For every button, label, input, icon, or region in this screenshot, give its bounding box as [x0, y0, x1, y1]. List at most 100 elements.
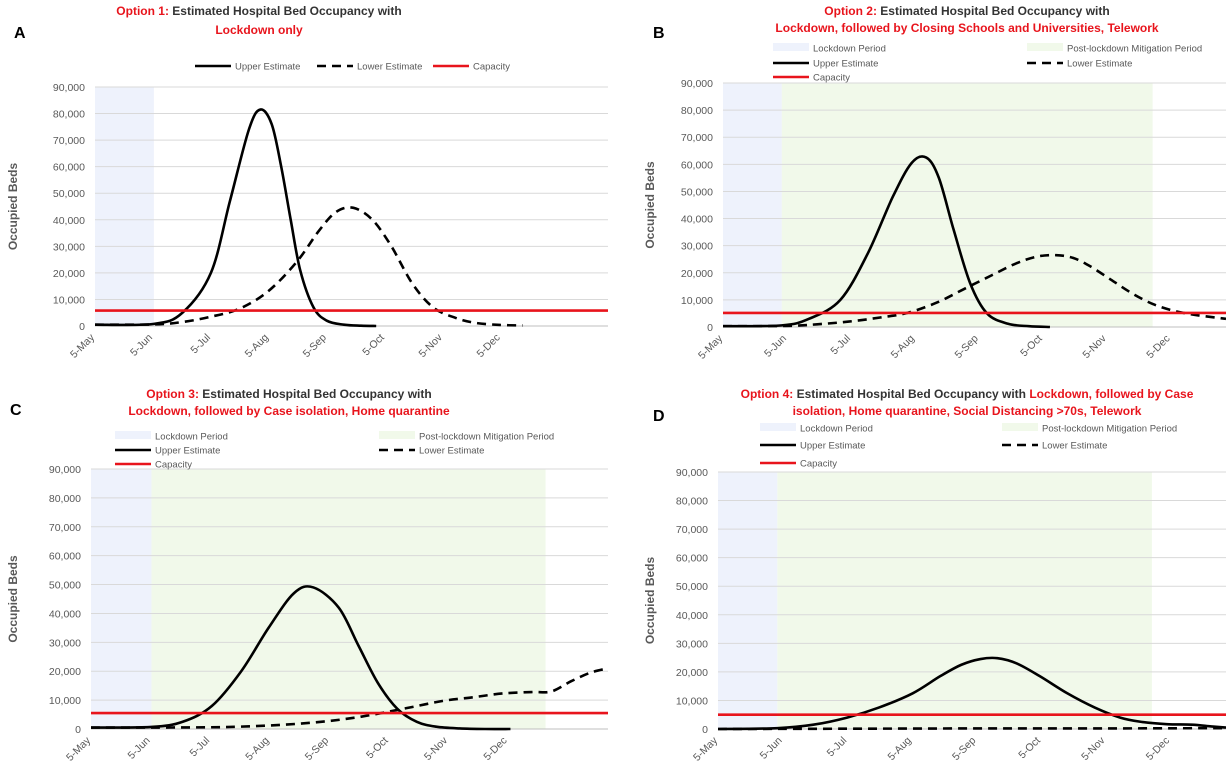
lockdown-period-band — [718, 472, 778, 729]
y-tick-label: 70,000 — [53, 135, 85, 147]
chart-title-segment: Estimated Hospital Bed Occupancy with — [877, 4, 1110, 18]
y-tick-label: 90,000 — [676, 467, 708, 479]
legend-lockdown-swatch — [115, 431, 151, 439]
y-tick-label: 20,000 — [681, 268, 713, 280]
lockdown-period-band — [95, 87, 154, 326]
y-tick-label: 10,000 — [676, 695, 708, 707]
panel-label: B — [653, 25, 665, 42]
x-tick-label: 5-Jul — [825, 735, 850, 760]
y-tick-label: 50,000 — [53, 188, 85, 200]
chart-svg: 0 10,000 20,000 30,000 40,000 50,000 60,000 70,… — [643, 4, 1226, 362]
y-tick-label: 50,000 — [49, 580, 81, 592]
x-tick-label: 5-Oct — [360, 332, 387, 359]
chart-title-segment: Estimated Hospital Bed Occupancy with — [169, 4, 402, 18]
x-tick-label: 5-May — [691, 734, 721, 764]
panel-label: A — [14, 25, 26, 42]
y-tick-label: 60,000 — [681, 159, 713, 171]
y-tick-label: 80,000 — [53, 109, 85, 121]
legend-label-lockdown: Lockdown Period — [800, 424, 873, 435]
legend-label-upper: Upper Estimate — [813, 59, 878, 70]
y-tick-label: 30,000 — [676, 638, 708, 650]
x-tick-label: 5-May — [68, 331, 98, 361]
y-axis-label: Occupied Beds — [643, 556, 657, 644]
legend-label-lockdown: Lockdown Period — [813, 44, 886, 55]
y-tick-label: 0 — [79, 321, 85, 333]
x-tick-label: 5-Nov — [1080, 332, 1109, 361]
legend-label-lockdown: Lockdown Period — [155, 432, 228, 443]
y-tick-label: 60,000 — [49, 551, 81, 563]
y-tick-label: 20,000 — [53, 268, 85, 280]
y-tick-label: 80,000 — [49, 493, 81, 505]
chart-title-segment: Option 1: — [116, 4, 169, 18]
chart-panel-a: 0 10,000 20,000 30,000 40,000 50,000 60,000 70,… — [0, 0, 613, 383]
x-tick-label: 5-Aug — [885, 735, 913, 763]
legend-mitigation-swatch — [1002, 423, 1038, 431]
legend-label-capacity: Capacity — [155, 460, 192, 471]
upper-estimate-line — [723, 155, 1051, 329]
chart-svg: 0 10,000 20,000 30,000 40,000 50,000 60,000 70,… — [643, 387, 1226, 764]
x-tick-label: 5-Jun — [758, 735, 785, 762]
lower-estimate-line — [95, 206, 523, 327]
y-tick-label: 50,000 — [676, 581, 708, 593]
legend-label-mitigation: Post-lockdown Mitigation Period — [1067, 44, 1202, 55]
y-tick-label: 30,000 — [681, 241, 713, 253]
y-tick-label: 60,000 — [53, 162, 85, 174]
y-tick-label: 20,000 — [49, 666, 81, 678]
chart-title-segment: Option 3: — [146, 387, 199, 401]
upper-estimate-line — [95, 108, 377, 328]
x-tick-label: 5-Jun — [126, 735, 153, 762]
legend-lockdown-swatch — [760, 423, 796, 431]
x-tick-label: 5-Oct — [1018, 333, 1045, 360]
chart-title-segment: Estimated Hospital Bed Occupancy with — [199, 387, 432, 401]
mitigation-period-band — [781, 83, 1153, 327]
chart-title-segment: isolation, Home quarantine, Social Dista… — [793, 404, 1142, 418]
mitigation-period-band — [151, 469, 546, 729]
chart-title-line: Lockdown, followed by Closing Schools an… — [775, 21, 1159, 35]
x-tick-label: 5-Nov — [417, 331, 446, 360]
chart-title-line: Option 2: Estimated Hospital Bed Occupan… — [824, 4, 1109, 18]
legend-label-mitigation: Post-lockdown Mitigation Period — [419, 432, 554, 443]
x-tick-label: 5-Sep — [301, 332, 329, 360]
lower-estimate-line — [723, 253, 1226, 328]
y-tick-label: 40,000 — [681, 214, 713, 226]
legend-mitigation-swatch — [379, 431, 415, 439]
x-tick-label: 5-Oct — [1016, 735, 1043, 762]
y-tick-label: 50,000 — [681, 186, 713, 198]
x-tick-label: 5-Oct — [364, 735, 391, 762]
y-tick-label: 90,000 — [49, 464, 81, 476]
legend-label-upper: Upper Estimate — [155, 446, 220, 457]
legend-label-lower: Lower Estimate — [1042, 441, 1107, 452]
x-tick-label: 5-Sep — [953, 333, 981, 361]
x-tick-label: 5-Jun — [762, 333, 789, 360]
y-tick-label: 10,000 — [53, 294, 85, 306]
y-tick-label: 40,000 — [49, 608, 81, 620]
y-tick-label: 30,000 — [49, 637, 81, 649]
chart-title-line: Option 3: Estimated Hospital Bed Occupan… — [146, 387, 431, 401]
y-tick-label: 0 — [702, 724, 708, 736]
chart-title-segment: Lockdown only — [215, 23, 303, 37]
lower-estimate-line — [718, 726, 1226, 731]
x-tick-label: 5-Jul — [188, 332, 213, 357]
y-tick-label: 80,000 — [681, 105, 713, 117]
chart-title-segment: Lockdown, followed by Closing Schools an… — [775, 21, 1159, 35]
x-tick-label: 5-Dec — [1144, 333, 1172, 361]
y-tick-label: 0 — [707, 322, 713, 334]
chart-svg: 0 10,000 20,000 30,000 40,000 50,000 60,000 70,… — [6, 4, 608, 361]
legend-label-lower: Lower Estimate — [419, 446, 484, 457]
y-tick-label: 30,000 — [53, 241, 85, 253]
chart-title-line: Lockdown only — [215, 23, 303, 37]
legend-label-capacity: Capacity — [473, 62, 510, 73]
y-tick-label: 0 — [75, 724, 81, 736]
x-tick-label: 5-Aug — [243, 332, 271, 360]
y-axis-label: Occupied Beds — [6, 162, 20, 250]
x-tick-label: 5-Jul — [188, 735, 213, 760]
legend-label-lower: Lower Estimate — [1067, 59, 1132, 70]
x-tick-label: 5-Dec — [481, 735, 509, 763]
x-tick-label: 5-Jul — [828, 333, 853, 358]
y-tick-label: 90,000 — [53, 82, 85, 94]
chart-title-segment: Estimated Hospital Bed Occupancy with — [793, 387, 1029, 401]
legend-lockdown-swatch — [773, 43, 809, 51]
panel-label: C — [10, 402, 22, 419]
chart-title-segment: Option 2: — [824, 4, 877, 18]
legend-label-capacity: Capacity — [813, 73, 850, 84]
